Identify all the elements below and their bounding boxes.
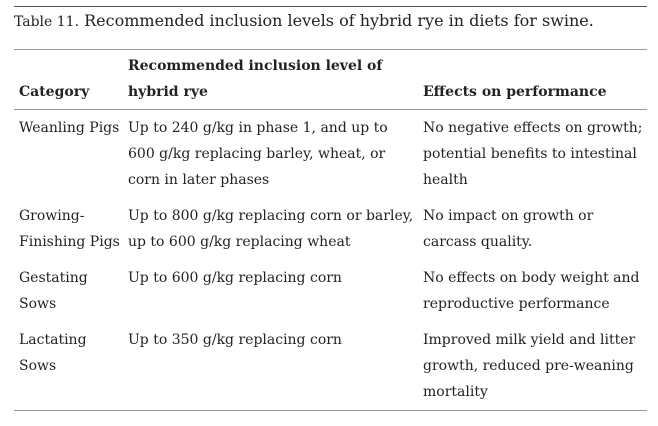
header-top-rule bbox=[14, 49, 647, 50]
cell-effects: Improved milk yield and litter growth, r… bbox=[423, 332, 636, 400]
cell-inclusion-level: Up to 600 g/kg replacing corn bbox=[128, 270, 342, 286]
header-effects: Effects on performance bbox=[423, 84, 607, 100]
cell-inclusion-level: Up to 240 g/kg in phase 1, and up to 600… bbox=[128, 120, 388, 188]
cell-category: Gestating Sows bbox=[19, 270, 88, 312]
bottom-rule bbox=[14, 410, 647, 411]
cell-category: Lactating Sows bbox=[19, 332, 87, 374]
header-category: Category bbox=[19, 84, 90, 100]
cell-effects: No impact on growth or carcass quality. bbox=[423, 208, 594, 250]
cell-category: Weanling Pigs bbox=[19, 120, 120, 136]
caption-label: Table 11. bbox=[14, 14, 80, 30]
table-frame: Table 11. Recommended inclusion levels o… bbox=[14, 6, 647, 411]
table-row: Weanling Pigs Up to 240 g/kg in phase 1,… bbox=[14, 110, 647, 200]
cell-inclusion-level: Up to 800 g/kg replacing corn or barley,… bbox=[128, 208, 414, 250]
table-caption: Table 11. Recommended inclusion levels o… bbox=[14, 11, 647, 49]
caption-text: Recommended inclusion levels of hybrid r… bbox=[79, 11, 594, 30]
table-row: Lactating Sows Up to 350 g/kg replacing … bbox=[14, 323, 647, 410]
table-row: Gestating Sows Up to 600 g/kg replacing … bbox=[14, 261, 647, 323]
cell-category: Growing-Finishing Pigs bbox=[19, 208, 120, 250]
data-table: Category Recommended inclusion level of … bbox=[14, 50, 647, 410]
cell-inclusion-level: Up to 350 g/kg replacing corn bbox=[128, 332, 342, 348]
cell-effects: No effects on body weight and reproducti… bbox=[423, 270, 640, 312]
top-rule bbox=[14, 6, 647, 7]
header-row: Category Recommended inclusion level of … bbox=[14, 50, 647, 110]
table-row: Growing-Finishing Pigs Up to 800 g/kg re… bbox=[14, 199, 647, 261]
header-inclusion-level: Recommended inclusion level of hybrid ry… bbox=[128, 58, 383, 100]
cell-effects: No negative effects on growth; potential… bbox=[423, 120, 643, 188]
